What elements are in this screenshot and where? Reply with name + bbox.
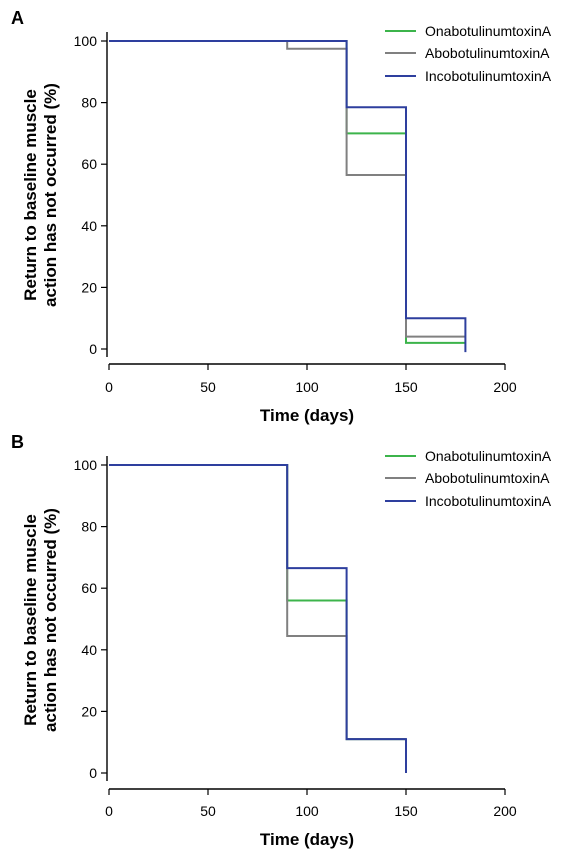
y-axis-title-line: Return to baseline muscle [21,514,40,726]
panel-label: A [11,8,24,28]
legend-label: OnabotulinumtoxinA [425,23,552,39]
legend-label: AbobotulinumtoxinA [425,45,550,61]
y-tick-label: 60 [81,580,97,596]
x-tick-label: 0 [105,379,113,395]
series-line-1 [109,464,406,741]
y-tick-label: 0 [89,765,97,781]
y-tick-label: 60 [81,156,97,172]
panel-label: B [11,432,24,452]
x-tick-label: 0 [105,803,113,819]
x-tick-label: 200 [493,803,517,819]
x-axis-title: Time (days) [260,830,354,849]
legend-label: AbobotulinumtoxinA [425,470,550,486]
x-tick-label: 200 [493,379,517,395]
y-tick-label: 40 [81,218,97,234]
x-tick-label: 150 [394,803,418,819]
y-axis-title-line: action has not occurred (%) [41,508,60,732]
x-tick-label: 150 [394,379,418,395]
series-line-0 [109,40,466,344]
series-line-2 [109,464,407,773]
y-tick-label: 100 [74,33,98,49]
x-tick-label: 100 [295,803,319,819]
y-tick-label: 80 [81,519,97,535]
y-axis-title-line: action has not occurred (%) [41,83,60,307]
y-tick-label: 40 [81,642,97,658]
series-line-1 [109,40,466,338]
y-tick-label: 80 [81,95,97,111]
x-tick-label: 50 [200,803,216,819]
y-tick-label: 100 [74,457,98,473]
series-line-2 [109,40,467,353]
y-axis-title-line: Return to baseline muscle [21,89,40,301]
legend-label: OnabotulinumtoxinA [425,448,552,464]
x-tick-label: 100 [295,379,319,395]
x-axis-title: Time (days) [260,406,354,425]
legend-label: IncobotulinumtoxinA [425,68,552,84]
y-tick-label: 20 [81,703,97,719]
y-tick-label: 20 [81,279,97,295]
legend-label: IncobotulinumtoxinA [425,493,552,509]
y-tick-label: 0 [89,341,97,357]
series-line-0 [109,464,406,741]
x-tick-label: 50 [200,379,216,395]
